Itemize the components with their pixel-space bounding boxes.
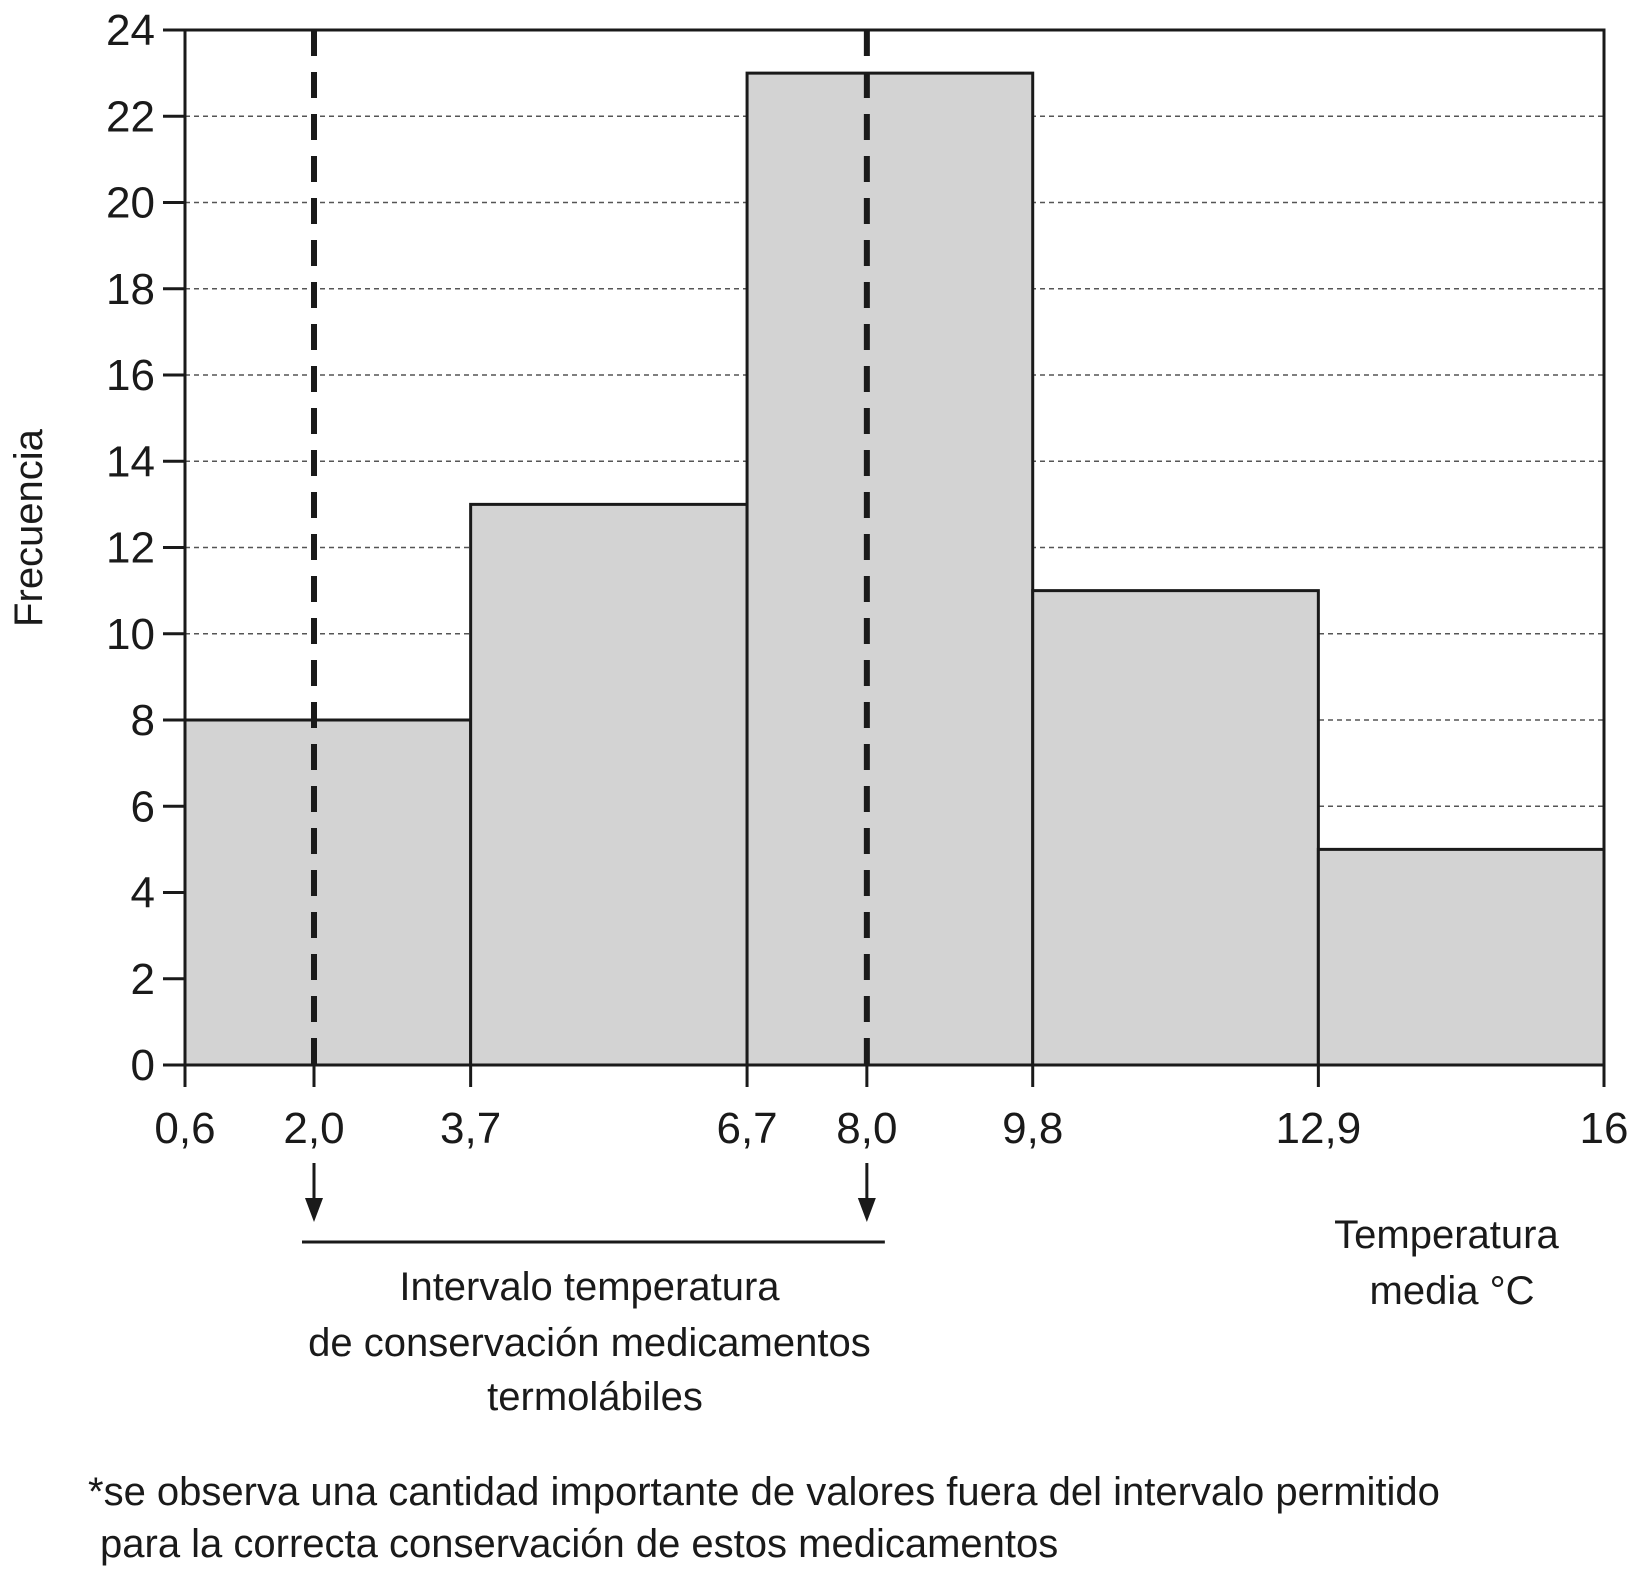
y-tick-label: 0 [131, 1041, 155, 1090]
x-tick-label: 3,7 [440, 1104, 501, 1153]
y-tick-label: 18 [106, 265, 155, 314]
y-tick-label: 2 [131, 955, 155, 1004]
y-tick-label: 8 [131, 696, 155, 745]
interval-annotation-line-2: de conservación medicamentos [308, 1321, 871, 1365]
interval-annotation [302, 1163, 885, 1244]
footnote: *se observa una cantidad importante de v… [88, 1470, 1451, 1566]
interval-annotation-text: Intervalo temperatura de conservación me… [308, 1265, 882, 1419]
y-axis-label: Frecuencia [7, 428, 51, 627]
y-tick-label: 12 [106, 524, 155, 573]
y-tick-label: 24 [106, 6, 155, 55]
histogram-bar [1031, 589, 1320, 1067]
y-tick-label: 4 [131, 869, 155, 918]
x-tick-label: 2,0 [283, 1104, 344, 1153]
y-tick-label: 16 [106, 351, 155, 400]
reference-lines-layer [311, 30, 870, 1065]
y-tick-label: 14 [106, 437, 155, 486]
bars-layer [183, 71, 1606, 1067]
y-tick-label: 22 [106, 92, 155, 141]
footnote-line-2: para la correcta conservación de estos m… [100, 1522, 1058, 1566]
interval-arrow-head [305, 1198, 323, 1222]
y-tick-label: 20 [106, 179, 155, 228]
histogram-bar [745, 71, 1035, 1067]
x-axis-label-line-2: media °C [1370, 1269, 1535, 1313]
x-tick-label: 16 [1580, 1104, 1629, 1153]
interval-annotation-line-1: Intervalo temperatura [399, 1265, 780, 1309]
x-axis-label: Temperatura media °C [1334, 1213, 1570, 1313]
x-tick-label: 6,7 [716, 1104, 777, 1153]
interval-annotation-line-3: termolábiles [487, 1375, 703, 1419]
x-tick-label: 0,6 [154, 1104, 215, 1153]
x-axis-label-line-1: Temperatura [1334, 1213, 1559, 1257]
interval-arrow-head [857, 1198, 876, 1222]
y-tick-label: 6 [131, 782, 155, 831]
x-tick-label: 8,0 [836, 1104, 897, 1153]
histogram-bar [183, 718, 473, 1067]
x-tick-label: 12,9 [1276, 1104, 1362, 1153]
histogram-bar [469, 502, 749, 1067]
histogram-bar [1316, 847, 1606, 1067]
footnote-line-1: *se observa una cantidad importante de v… [88, 1470, 1440, 1514]
y-tick-label: 10 [106, 610, 155, 659]
x-axis-ticks: 0,6 2,0 3,7 6,7 8,0 9,8 12,9 16 [154, 1065, 1628, 1153]
x-tick-label: 9,8 [1002, 1104, 1063, 1153]
